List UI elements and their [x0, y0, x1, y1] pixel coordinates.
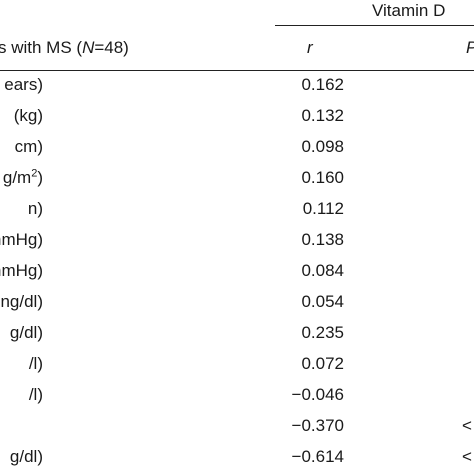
r-value: −0.614 — [291, 447, 344, 466]
table-row: /l) −0.046 — [0, 385, 474, 415]
vitamin-d-group-header: Vitamin D — [372, 1, 446, 20]
row-label: cm) — [14, 137, 43, 156]
table-row: g/m2) 0.160 — [0, 168, 474, 198]
row-label: /l) — [28, 354, 43, 373]
table-row: cm) 0.098 — [0, 137, 474, 167]
row-label: ng/dl) — [0, 292, 43, 311]
row-label: g/dl) — [9, 447, 43, 466]
table-row: g/dl) −0.614 < — [0, 447, 474, 474]
table-row: (kg) 0.132 — [0, 106, 474, 136]
r-value: 0.054 — [301, 292, 344, 311]
r-value: 0.084 — [301, 261, 344, 280]
p-value: < — [462, 416, 472, 435]
r-value: 0.162 — [301, 75, 344, 94]
r-column-header: r — [307, 38, 313, 57]
table-row: ears) 0.162 — [0, 75, 474, 105]
r-value: 0.072 — [301, 354, 344, 373]
r-value: 0.112 — [302, 199, 344, 218]
r-value: −0.046 — [291, 385, 344, 404]
table-row: mmHg) 0.084 — [0, 261, 474, 291]
r-value: 0.132 — [301, 106, 344, 125]
group-header-rule — [275, 25, 474, 26]
header-rule — [0, 70, 474, 71]
table-row: n) 0.112 — [0, 199, 474, 229]
row-label: mmHg) — [0, 261, 43, 280]
row-label: /l) — [28, 385, 43, 404]
table-row: g/dl) 0.235 — [0, 323, 474, 353]
r-value: −0.370 — [291, 416, 344, 435]
table-row: /l) 0.072 — [0, 354, 474, 384]
row-label: n) — [27, 199, 43, 218]
table-row: mmHg) 0.138 — [0, 230, 474, 260]
row-label: g/m2) — [2, 167, 43, 187]
table-row: −0.370 < — [0, 416, 474, 446]
row-label: ears) — [4, 75, 43, 94]
row-label: (kg) — [13, 106, 43, 125]
table-row: ng/dl) 0.054 — [0, 292, 474, 322]
r-value: 0.160 — [301, 168, 344, 187]
r-value: 0.138 — [301, 230, 344, 249]
row-label: mmHg) — [0, 230, 43, 249]
p-column-header: P — [466, 38, 474, 58]
subject-column-header: s with MS (N=48) — [0, 38, 129, 57]
r-value: 0.098 — [301, 137, 344, 156]
row-label: g/dl) — [9, 323, 43, 342]
r-value: 0.235 — [301, 323, 344, 342]
p-value: < — [462, 447, 472, 466]
